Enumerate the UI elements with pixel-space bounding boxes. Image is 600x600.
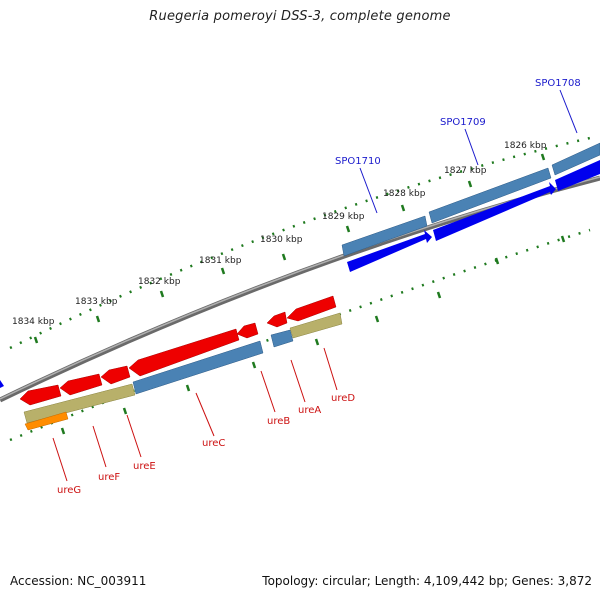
genes-value: 3,872 (557, 574, 592, 588)
topology-label: Topology: (262, 574, 319, 588)
kbp-label: 1826 kbp (504, 141, 547, 151)
gene-label-spo1710[interactable]: SPO1710 (335, 156, 381, 167)
steel-gene-spo1709 (428, 167, 552, 224)
genome-stats: Topology: circular; Length: 4,109,442 bp… (262, 574, 592, 588)
tick-ring-outer (9, 136, 591, 350)
accession-label: Accession: (10, 574, 74, 588)
kbp-label: 1833 kbp (75, 297, 118, 307)
gene-label-ureF[interactable]: ureF (98, 472, 120, 483)
red-cds-ureF (59, 373, 103, 396)
kbp-label: 1828 kbp (383, 189, 426, 199)
genes-label: Genes: (511, 574, 554, 588)
gene-label-ureG[interactable]: ureG (57, 485, 81, 496)
leader-lines-red (52, 347, 338, 482)
blue-cds-1 (347, 230, 432, 272)
orange-gene-ureG (24, 411, 69, 431)
gene-feature-row[interactable] (23, 312, 343, 431)
genome-backbone (0, 175, 600, 403)
red-cds-ureA (266, 311, 288, 328)
red-cds-row[interactable] (19, 295, 337, 406)
gene-label-ureE[interactable]: ureE (133, 461, 156, 472)
gene-label-spo1709[interactable]: SPO1709 (440, 117, 486, 128)
gene-label-ureA[interactable]: ureA (298, 405, 321, 416)
olive-gene-ureE-F (23, 383, 136, 424)
kbp-label: 1831 kbp (199, 256, 242, 266)
gene-label-ureD[interactable]: ureD (331, 393, 355, 404)
major-ticks-inner (60, 235, 566, 435)
edge-blue-arrow (0, 380, 4, 388)
steel-gene-ureA-B (270, 329, 294, 348)
forward-feature-row[interactable] (341, 142, 600, 257)
red-cds-ureB (236, 322, 259, 339)
blue-cds-2 (433, 182, 556, 241)
topology-value: circular (322, 574, 367, 588)
red-cds-ureD (286, 295, 337, 322)
map-title: Ruegeria pomeroyi DSS-3, complete genome (149, 9, 451, 24)
steel-gene-spo1708 (551, 142, 600, 176)
kbp-label: 1832 kbp (138, 277, 181, 287)
steel-gene-ureC (132, 340, 264, 395)
blue-cds-row[interactable] (347, 160, 600, 272)
red-cds-ureC (128, 328, 240, 377)
olive-gene-ureD (289, 312, 343, 339)
kbp-label: 1827 kbp (444, 166, 487, 176)
genome-backbone-highlight (0, 176, 600, 400)
kbp-label: 1830 kbp (260, 235, 303, 245)
gene-label-spo1708[interactable]: SPO1708 (535, 78, 581, 89)
accession-info: Accession: NC_003911 (10, 574, 146, 588)
steel-gene-spo1710 (341, 215, 428, 257)
major-ticks-outer (33, 153, 546, 344)
kbp-labels: 1826 kbp 1827 kbp 1828 kbp 1829 kbp 1830… (12, 141, 547, 327)
gene-label-ureC[interactable]: ureC (202, 438, 225, 449)
red-cds-ureE (100, 365, 131, 385)
kbp-label: 1834 kbp (12, 317, 55, 327)
accession-value: NC_003911 (77, 574, 147, 588)
red-cds-ureG (19, 384, 62, 406)
leader-lines-blue (359, 89, 578, 214)
length-value: 4,109,442 bp (423, 574, 504, 588)
blue-cds-3 (555, 160, 600, 191)
kbp-label: 1829 kbp (322, 212, 365, 222)
gene-label-ureB[interactable]: ureB (267, 416, 290, 427)
length-label: Length: (374, 574, 421, 588)
